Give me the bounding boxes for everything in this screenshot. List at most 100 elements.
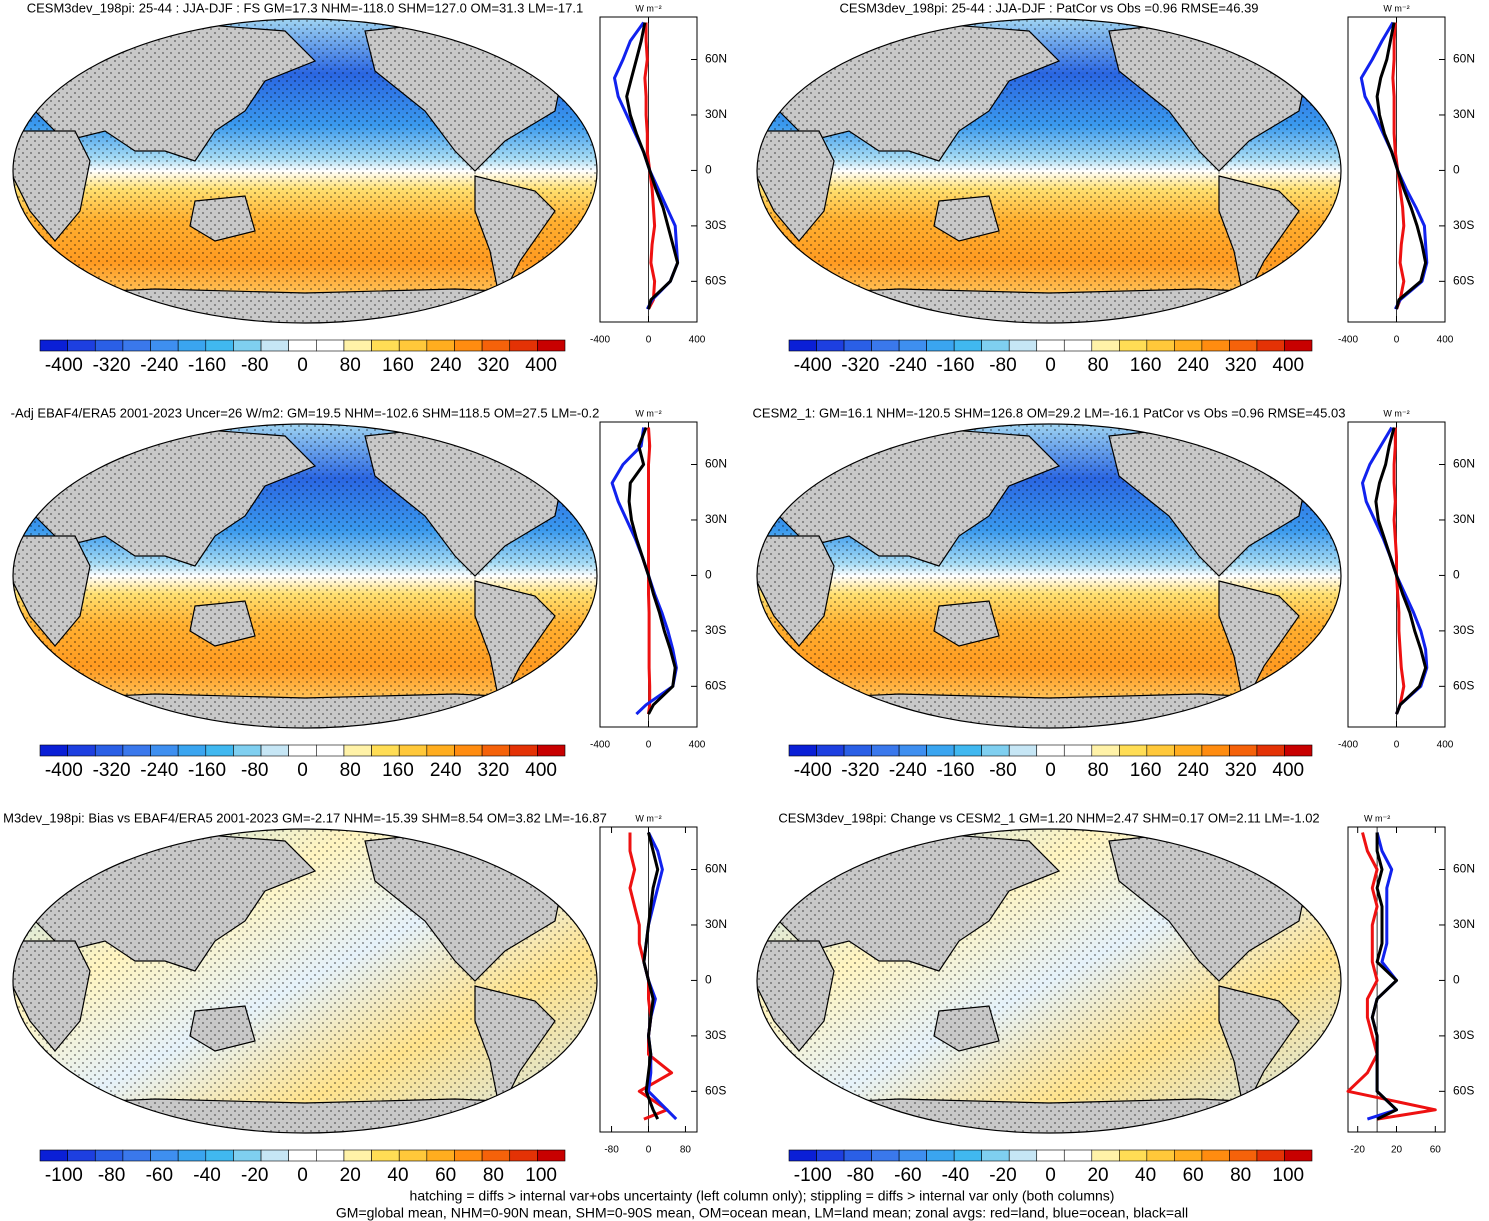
colorbar-label: 160 <box>382 760 414 781</box>
colorbar-label: 100 <box>1272 1165 1304 1186</box>
colorbar-label: -160 <box>936 760 974 781</box>
colorbar-box <box>509 339 538 352</box>
colorbar-box <box>1201 339 1230 352</box>
colorbar-box <box>371 744 400 757</box>
colorbar-label: 160 <box>1130 355 1162 376</box>
colorbar-box <box>871 339 900 352</box>
lat-tick-label: 30S <box>705 1028 726 1042</box>
lat-tick-label: 30S <box>1453 1028 1474 1042</box>
lat-tick-label: 30N <box>705 512 727 526</box>
unit-label: W m⁻² <box>1383 3 1409 13</box>
colorbar-box <box>1284 339 1313 352</box>
map-stippling <box>757 424 1341 728</box>
colorbar-box <box>398 1149 428 1162</box>
panel-title: CESM3dev_198pi: 25-44 : JJA-DJF : FS GM=… <box>27 0 584 15</box>
map-outline <box>12 423 598 729</box>
colorbar-label: 20 <box>1087 1165 1108 1186</box>
colorbar-label: -40 <box>942 1165 969 1186</box>
colorbar-label: -160 <box>936 355 974 376</box>
colorbar-box <box>454 1149 483 1162</box>
lat-tick-label: 60N <box>705 457 727 471</box>
map-stippling <box>757 829 1341 1133</box>
colorbar-box <box>371 339 400 352</box>
lat-tick-label: 60S <box>1453 274 1474 288</box>
colorbar-box <box>1201 744 1230 757</box>
colorbar-box <box>454 339 483 352</box>
colorbar-box <box>426 339 455 352</box>
colorbar-box <box>1229 339 1258 352</box>
colorbar-label: 20 <box>340 1165 361 1186</box>
colorbar-box <box>122 1149 151 1162</box>
colorbar-box <box>205 1149 234 1162</box>
colorbar-box <box>1174 1149 1203 1162</box>
value-tick-label: 0 <box>646 740 652 751</box>
colorbar-box <box>1036 1149 1065 1162</box>
colorbar-label: -320 <box>841 355 879 376</box>
panel-title: CESM3dev_198pi: Change vs CESM2_1 GM=1.2… <box>778 810 1319 825</box>
lat-tick-label: 0 <box>1453 973 1460 987</box>
colorbar-label: -80 <box>241 355 268 376</box>
colorbar-label: -20 <box>241 1165 268 1186</box>
colorbar-box <box>1008 744 1038 757</box>
colorbar-label: 60 <box>435 1165 456 1186</box>
unit-label: W m⁻² <box>1364 813 1390 823</box>
colorbar-box <box>1256 744 1285 757</box>
colorbar-box <box>953 1149 982 1162</box>
colorbar-box <box>981 1149 1010 1162</box>
lat-tick-label: 30N <box>705 107 727 121</box>
colorbar-box <box>343 1149 372 1162</box>
colorbar-box <box>788 339 817 352</box>
colorbar-box <box>426 744 455 757</box>
map-stippling <box>13 424 597 728</box>
colorbar-label: 160 <box>1130 760 1162 781</box>
colorbar-box <box>481 339 511 352</box>
colorbar-box <box>150 339 179 352</box>
colorbar-box <box>398 744 428 757</box>
colorbar-label: 40 <box>1135 1165 1156 1186</box>
value-tick-label: -400 <box>590 335 610 346</box>
colorbar-label: -320 <box>93 760 131 781</box>
lat-tick-label: 60S <box>705 1084 726 1098</box>
colorbar-box <box>1146 339 1175 352</box>
colorbar-box <box>260 744 289 757</box>
colorbar-label: -240 <box>889 355 927 376</box>
panel-title: CESM2_1: GM=16.1 NHM=-120.5 SHM=126.8 OM… <box>753 405 1346 420</box>
colorbar-box <box>1284 744 1313 757</box>
map-body <box>757 19 1341 323</box>
colorbar-label: -80 <box>989 355 1016 376</box>
colorbar-label: 400 <box>525 355 557 376</box>
colorbar-label: 80 <box>340 355 361 376</box>
colorbar-box <box>288 744 317 757</box>
colorbar-label: 240 <box>430 355 462 376</box>
colorbar-box <box>1063 1149 1093 1162</box>
colorbar-label: 240 <box>1177 760 1209 781</box>
value-tick-label: -400 <box>590 740 610 751</box>
colorbar-box <box>371 1149 400 1162</box>
colorbar-box <box>67 339 96 352</box>
map <box>12 828 598 1134</box>
colorbar-label: 0 <box>1045 1165 1056 1186</box>
colorbar-box <box>426 1149 455 1162</box>
colorbar-box <box>981 339 1010 352</box>
colorbar-label: 100 <box>525 1165 557 1186</box>
colorbar-box <box>871 744 900 757</box>
colorbar-box <box>205 744 234 757</box>
panel-title: -Adj EBAF4/ERA5 2001-2023 Uncer=26 W/m2:… <box>11 405 600 420</box>
colorbar-box <box>537 339 566 352</box>
colorbar-label: 60 <box>1183 1165 1204 1186</box>
panel-title: M3dev_198pi: Bias vs EBAF4/ERA5 2001-202… <box>3 810 607 825</box>
lat-tick-label: 0 <box>1453 568 1460 582</box>
colorbar-box <box>1036 744 1065 757</box>
colorbar-box <box>1008 1149 1038 1162</box>
colorbar-label: -80 <box>847 1165 874 1186</box>
lat-tick-label: 30N <box>1453 107 1475 121</box>
map-body <box>13 829 597 1133</box>
colorbar-label: 0 <box>1045 760 1056 781</box>
zonal-line <box>642 832 660 1120</box>
map-outline <box>12 828 598 1134</box>
colorbar-box <box>926 1149 955 1162</box>
colorbar-box <box>1256 1149 1285 1162</box>
colorbar-box <box>953 744 982 757</box>
lat-tick-label: 30S <box>705 623 726 637</box>
map-stippling <box>757 19 1341 323</box>
